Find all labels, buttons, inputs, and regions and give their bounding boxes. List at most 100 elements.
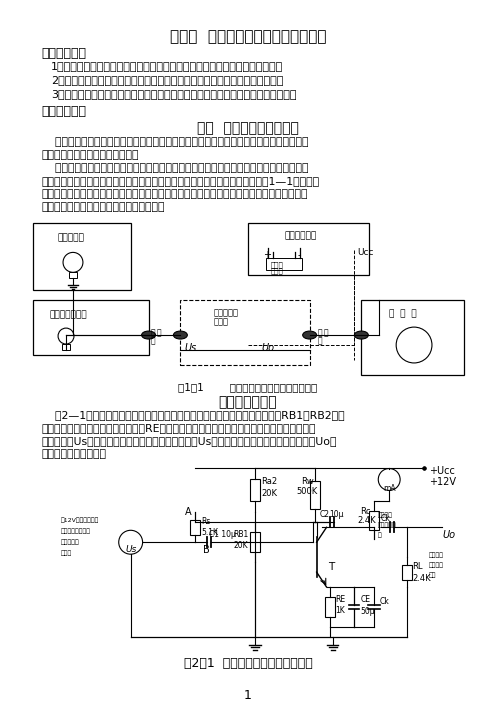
Text: Ck: Ck [380, 515, 390, 524]
Text: Rc: Rc [361, 508, 371, 517]
Text: 1K: 1K [335, 606, 345, 615]
Text: 放大波形: 放大波形 [429, 552, 444, 558]
Text: 与波数方便等原则进行合理布局。各仪器与被测实验装置之间的布局与连接如图1—1所示。接: 与波数方便等原则进行合理布局。各仪器与被测实验装置之间的布局与连接如图1—1所示… [41, 176, 319, 186]
Text: 线: 线 [151, 336, 155, 345]
Text: 线时应注意，为防止外界干扰，各仪器的共公接地端应连接在一起，称公共地。信号源、示波: 线时应注意，为防止外界干扰，各仪器的共公接地端应连接在一起，称公共地。信号源、示… [41, 189, 308, 199]
Text: 的分压电路，并在发射极中接有电阻RE，以稳定放大器的静态工作点。当在放大器的输入端加: 的分压电路，并在发射极中接有电阻RE，以稳定放大器的静态工作点。当在放大器的输入… [41, 423, 315, 432]
Text: +: + [263, 251, 271, 260]
Text: 20K: 20K [261, 489, 277, 498]
Text: 图2－1  共射极单管放大器实验电路: 图2－1 共射极单管放大器实验电路 [184, 657, 312, 670]
Text: 5.1K: 5.1K [201, 529, 218, 537]
Text: 变压的: 变压的 [271, 261, 284, 268]
Text: 1、学习示波器、函数信号发生器、直流稳压电源、交流毫伏表等的使用方法。: 1、学习示波器、函数信号发生器、直流稳压电源、交流毫伏表等的使用方法。 [51, 61, 283, 71]
Bar [181, 300, 310, 365]
Circle shape [119, 530, 142, 554]
Text: 蔽: 蔽 [323, 328, 328, 337]
Text: C1 10μ: C1 10μ [209, 530, 236, 539]
Text: CE: CE [361, 595, 371, 604]
Bar [402, 564, 412, 580]
Text: 器、交流毫伏表的引线通常用同轴屏蔽线。: 器、交流毫伏表的引线通常用同轴屏蔽线。 [41, 201, 165, 211]
Text: 图2—1为电阻分压式工作点稳定单管放大器实验电路图，它的偏置电路采用RB1和RB2组成: 图2—1为电阻分压式工作点稳定单管放大器实验电路图，它的偏置电路采用RB1和RB… [41, 410, 345, 420]
Text: A: A [186, 508, 192, 517]
Bar [324, 597, 334, 617]
Bar [310, 482, 319, 509]
Text: T: T [328, 562, 335, 572]
Text: RB1: RB1 [233, 530, 248, 539]
Text: 屏: 屏 [151, 328, 155, 337]
Text: Rs: Rs [201, 517, 211, 526]
Circle shape [396, 327, 432, 363]
Text: Uo: Uo [443, 530, 456, 541]
Text: 函数信号发生器: 函数信号发生器 [49, 310, 87, 319]
Text: Ucc: Ucc [358, 249, 374, 258]
Text: 屏: 屏 [317, 328, 322, 337]
Bar [190, 519, 200, 535]
Text: 表: 表 [377, 532, 381, 538]
Text: 接12V直流电源、函: 接12V直流电源、函 [61, 517, 99, 523]
Text: 二、单管放大器: 二、单管放大器 [219, 395, 277, 409]
Text: 在电子电路实验中，经常使用的电子仪器有万用电表、示波器、函数信号发生器、直流稳: 在电子电路实验中，经常使用的电子仪器有万用电表、示波器、函数信号发生器、直流稳 [41, 137, 309, 147]
Text: +12V: +12V [429, 477, 456, 486]
Text: 2.4K: 2.4K [412, 574, 431, 583]
Text: 压电源、交流毫伏表及频率计等。: 压电源、交流毫伏表及频率计等。 [41, 150, 139, 160]
Text: C2: C2 [319, 510, 330, 519]
Bar [62, 344, 70, 350]
Text: 从而实现了电压放大。: 从而实现了电压放大。 [41, 449, 106, 458]
Text: -: - [298, 251, 301, 260]
Text: 实验中要对各种电子仪器进行综合使用，可按照信号流向，以连线简捷、调节顺手、观察: 实验中要对各种电子仪器进行综合使用，可按照信号流向，以连线简捷、调节顺手、观察 [41, 163, 309, 173]
Text: 放大器: 放大器 [213, 317, 228, 326]
Bar [33, 223, 130, 290]
Text: 交流毫伏表: 交流毫伏表 [57, 234, 84, 242]
Text: B: B [203, 545, 210, 555]
Text: 《实验目的》: 《实验目的》 [41, 47, 86, 60]
Text: +Ucc: +Ucc [429, 465, 455, 475]
Text: Rw: Rw [301, 477, 313, 486]
Bar [250, 532, 260, 552]
Bar [266, 258, 302, 270]
Text: 伏表: 伏表 [429, 572, 436, 578]
Text: 线: 线 [317, 336, 322, 345]
Bar [248, 223, 370, 275]
Circle shape [378, 468, 400, 491]
Bar [362, 300, 464, 375]
Ellipse shape [174, 331, 187, 339]
Text: 1: 1 [244, 689, 252, 702]
Text: 的负端: 的负端 [61, 550, 72, 556]
Text: 入输入信号Us后，在放大器的输出端便可得到一个与Us相位相反、幅值被放大了的输出信号Uo，: 入输入信号Us后，在放大器的输出端便可得到一个与Us相位相反、幅值被放大了的输出… [41, 436, 337, 446]
Text: Ra2: Ra2 [261, 477, 277, 486]
Text: 2.4K: 2.4K [358, 517, 376, 525]
Text: 2、学会放大器静态工作点的调试方法，分析静态工作点对放大器性能的影响。: 2、学会放大器静态工作点的调试方法，分析静态工作点对放大器性能的影响。 [51, 75, 284, 85]
Text: Ck: Ck [379, 597, 389, 606]
Text: 10μ: 10μ [329, 510, 344, 519]
Text: 20K: 20K [233, 541, 248, 550]
Text: Us: Us [125, 545, 136, 554]
Circle shape [63, 253, 83, 272]
Ellipse shape [303, 331, 316, 339]
Text: 50μ: 50μ [361, 607, 375, 616]
Text: 流毫伏表等: 流毫伏表等 [61, 539, 80, 545]
Text: 被测的单级: 被测的单级 [213, 308, 238, 317]
Ellipse shape [141, 331, 156, 339]
Bar [33, 300, 149, 355]
Text: 和交流毫: 和交流毫 [429, 562, 444, 568]
Text: 《实验原理》: 《实验原理》 [41, 105, 86, 118]
Circle shape [58, 328, 74, 344]
Text: Uo: Uo [262, 343, 275, 353]
Text: Us: Us [185, 343, 196, 353]
Bar [250, 479, 260, 501]
Text: 直流稳压电源: 直流稳压电源 [285, 232, 317, 241]
Text: 3、掌握放大器的电压放大倍数的测试方法，了解最大不失真输出电压的调测方法。: 3、掌握放大器的电压放大倍数的测试方法，了解最大不失真输出电压的调测方法。 [51, 89, 297, 99]
Text: 实验一  电子仪器的使用和单级放大器: 实验一 电子仪器的使用和单级放大器 [170, 29, 326, 44]
Bar [370, 511, 379, 530]
Text: mA: mA [383, 484, 395, 494]
Text: 蔽: 蔽 [157, 328, 161, 337]
Text: 交流器: 交流器 [271, 267, 284, 274]
Text: 500K: 500K [297, 487, 318, 496]
Text: 接示波器: 接示波器 [377, 512, 392, 518]
Text: 一、  常用电子仪器的使用: 一、 常用电子仪器的使用 [197, 121, 299, 135]
Text: RE: RE [335, 595, 346, 604]
Ellipse shape [355, 331, 369, 339]
Text: RL: RL [412, 562, 423, 571]
Bar [69, 272, 77, 278]
Text: 图1－1        电子电路中常用电子仪器布局图: 图1－1 电子电路中常用电子仪器布局图 [179, 382, 317, 392]
